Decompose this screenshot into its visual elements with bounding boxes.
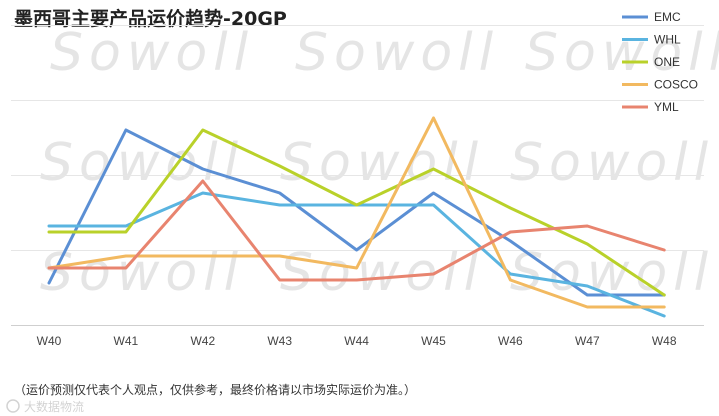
watermark-text: Sowoll — [50, 23, 254, 83]
watermark-text: Sowoll — [525, 23, 719, 83]
legend-label-cosco: COSCO — [654, 78, 698, 92]
x-tick-label: W45 — [421, 334, 446, 348]
corner-logo-text: 大数据物流 — [24, 399, 84, 414]
legend-label-whl: WHL — [654, 33, 681, 47]
legend-label-one: ONE — [654, 55, 680, 69]
x-axis-tick-labels: W40 W41 W42 W43 W44 W45 W46 W47 W48 — [37, 334, 677, 348]
watermark-text: Sowoll — [510, 133, 714, 193]
corner-logo: 大数据物流 — [6, 399, 84, 414]
series-line-emc — [47, 128, 666, 297]
x-tick-label: W47 — [575, 334, 600, 348]
watermark-text: Sowoll — [40, 133, 244, 193]
gridlines — [11, 25, 704, 326]
legend: EMC WHL ONE COSCO YML — [622, 10, 698, 114]
footnote: （运价预测仅代表个人观点，仅供参考，最终价格请以市场实际运价为准。） — [14, 382, 416, 397]
legend-label-yml: YML — [654, 100, 679, 114]
x-tick-label: W42 — [190, 334, 215, 348]
chart-title: 墨西哥主要产品运价趋势-20GP — [14, 7, 287, 30]
series-lines — [47, 116, 666, 318]
x-tick-label: W41 — [114, 334, 139, 348]
watermark-text: Sowoll — [280, 243, 484, 303]
series-line-cosco — [47, 116, 666, 309]
series-line-yml — [47, 179, 666, 282]
x-tick-label: W44 — [344, 334, 369, 348]
x-tick-label: W40 — [37, 334, 62, 348]
corner-logo-icon — [6, 399, 20, 413]
series-line-one — [47, 128, 666, 297]
legend-label-emc: EMC — [654, 10, 681, 24]
x-tick-label: W43 — [267, 334, 292, 348]
x-tick-label: W46 — [498, 334, 523, 348]
watermark-text: Sowoll — [295, 23, 499, 83]
x-tick-label: W48 — [652, 334, 677, 348]
